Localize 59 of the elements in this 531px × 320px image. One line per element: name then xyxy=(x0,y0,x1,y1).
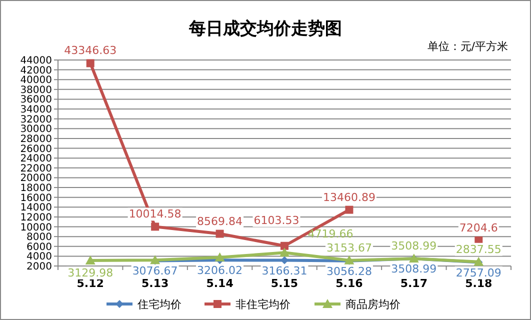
y-tick-label: 12000 xyxy=(20,212,52,224)
y-tick-label: 14000 xyxy=(20,202,52,214)
data-label: 3166.31 xyxy=(262,264,308,278)
data-label: 7204.6 xyxy=(459,221,498,234)
point xyxy=(85,255,96,264)
y-tick-label: 36000 xyxy=(20,94,52,106)
data-label: 3076.67 xyxy=(132,264,178,278)
data-label: 3153.67 xyxy=(326,241,372,254)
point xyxy=(214,252,225,262)
data-label: 8569.84 xyxy=(197,214,243,228)
data-label: 3129.98 xyxy=(68,266,114,280)
y-tick-label: 44000 xyxy=(20,56,52,66)
x-tick-label: 5.14 xyxy=(206,277,234,290)
point xyxy=(86,59,94,68)
y-tick-label: 16000 xyxy=(20,192,52,204)
y-tick-label: 6000 xyxy=(26,242,52,253)
y-tick-label: 38000 xyxy=(20,84,52,96)
legend-label: 商品房均价 xyxy=(346,298,400,311)
y-tick-label: 22000 xyxy=(20,163,52,174)
y-tick-label: 30000 xyxy=(20,124,52,136)
y-tick-label: 42000 xyxy=(20,65,52,76)
y-tick-label: 28000 xyxy=(20,134,52,145)
y-tick-label: 2000 xyxy=(26,262,52,272)
x-tick-label: 5.15 xyxy=(270,277,298,290)
y-tick-label: 24000 xyxy=(20,154,52,165)
point xyxy=(280,242,288,250)
data-label: 3056.28 xyxy=(326,264,372,278)
x-tick-label: 5.13 xyxy=(142,277,169,290)
data-label: 3508.99 xyxy=(391,240,437,253)
y-tick-label: 4000 xyxy=(26,252,52,263)
y-tick-label: 10000 xyxy=(20,222,52,234)
y-tick-label: 34000 xyxy=(20,104,52,116)
point xyxy=(151,222,160,231)
point xyxy=(280,256,288,264)
y-tick-label: 18000 xyxy=(20,183,52,194)
data-label: 3206.02 xyxy=(197,264,243,278)
y-tick-label: 20000 xyxy=(20,173,52,184)
data-label: 43346.63 xyxy=(64,44,117,58)
text: 单位：元/平方米 xyxy=(427,40,508,53)
x-tick-label: 5.16 xyxy=(336,277,364,290)
chart-title: 每日成交均价走势图 xyxy=(188,19,342,39)
x-tick-label: 5.12 xyxy=(76,277,104,290)
y-tick-label: 26000 xyxy=(20,144,52,155)
data-label: 2757.09 xyxy=(456,266,502,280)
legend-label: 非住宅均价 xyxy=(236,298,290,311)
point xyxy=(216,230,224,238)
y-tick-label: 40000 xyxy=(20,75,52,86)
data-label: 13460.89 xyxy=(322,190,376,204)
x-tick-label: 5.17 xyxy=(400,277,428,290)
y-tick-label: 32000 xyxy=(20,114,52,126)
point xyxy=(280,248,290,257)
legend-label: 住宅均价 xyxy=(138,298,182,311)
point xyxy=(345,206,354,214)
data-label: 6103.53 xyxy=(254,214,300,227)
data-label: 3508.99 xyxy=(391,262,437,276)
x-tick-label: 5.18 xyxy=(465,277,492,290)
y-tick-label: 8000 xyxy=(26,232,52,244)
data-label: 2837.55 xyxy=(456,242,502,256)
data-label: 10014.58 xyxy=(128,208,182,221)
